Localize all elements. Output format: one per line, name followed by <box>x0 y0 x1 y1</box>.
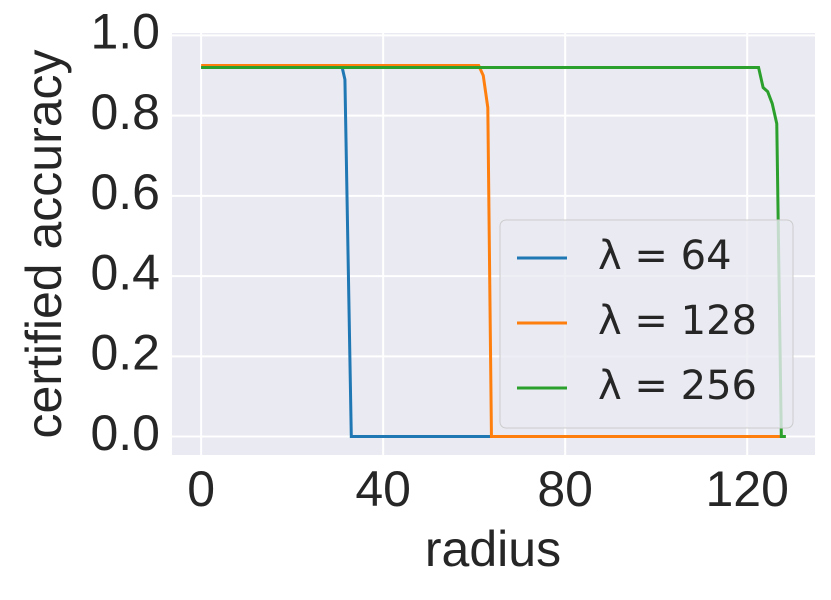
x-axis-label: radius <box>425 521 561 577</box>
line-series <box>201 63 784 439</box>
y-tick-label: 1.0 <box>90 4 160 60</box>
x-tick-label: 0 <box>187 461 215 517</box>
x-tick-label: 120 <box>705 461 788 517</box>
legend-label: λ = 128 <box>598 298 757 344</box>
y-tick-label: 0.4 <box>90 244 160 300</box>
y-tick-label: 0.0 <box>90 405 160 461</box>
y-tick-label: 0.8 <box>90 84 160 140</box>
y-axis-label: certified accuracy <box>16 49 72 438</box>
y-tick-label: 0.2 <box>90 325 160 381</box>
y-tick-label: 0.6 <box>90 164 160 220</box>
legend-box <box>499 219 794 429</box>
x-tick-label: 80 <box>537 461 593 517</box>
legend-label: λ = 64 <box>598 233 732 279</box>
legend-label: λ = 256 <box>598 363 757 409</box>
x-tick-label: 40 <box>355 461 411 517</box>
